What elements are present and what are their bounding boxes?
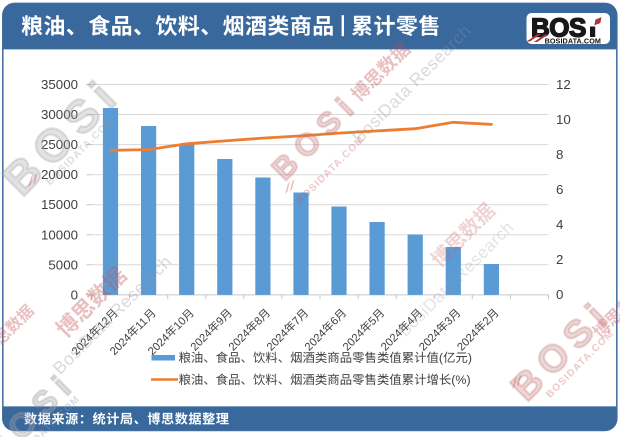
svg-text:20000: 20000 xyxy=(41,167,78,182)
svg-text:8: 8 xyxy=(556,147,563,162)
svg-text:(: ( xyxy=(439,351,444,365)
svg-text:35000: 35000 xyxy=(41,77,78,92)
svg-text:15000: 15000 xyxy=(41,197,78,212)
svg-text:BOSIDATA.COM: BOSIDATA.COM xyxy=(545,36,601,45)
svg-text:30000: 30000 xyxy=(41,107,78,122)
svg-text:): ) xyxy=(468,351,472,365)
svg-text:2: 2 xyxy=(556,252,563,267)
svg-text:0: 0 xyxy=(71,287,78,302)
svg-text:10000: 10000 xyxy=(41,227,78,242)
svg-text:10: 10 xyxy=(556,112,571,127)
svg-text:6: 6 xyxy=(556,182,563,197)
svg-text:12: 12 xyxy=(556,77,571,92)
svg-text:5000: 5000 xyxy=(48,257,78,272)
svg-text:0: 0 xyxy=(556,287,563,302)
svg-text:4: 4 xyxy=(556,217,563,232)
svg-text:(%): (%) xyxy=(451,373,470,387)
svg-text:25000: 25000 xyxy=(41,137,78,152)
